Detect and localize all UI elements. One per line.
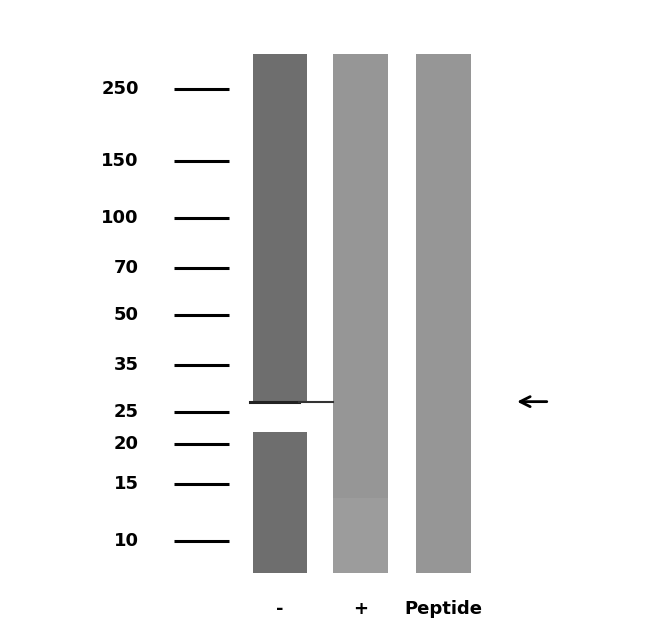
Bar: [333, 54, 387, 573]
Text: 70: 70: [114, 259, 139, 277]
Bar: [417, 54, 471, 573]
Text: 100: 100: [101, 209, 139, 227]
Text: +: +: [353, 600, 368, 618]
Text: 50: 50: [114, 306, 139, 324]
Text: 25: 25: [114, 403, 139, 422]
Text: -: -: [276, 600, 284, 618]
Text: 15: 15: [114, 475, 139, 493]
Bar: [333, 498, 387, 573]
Bar: [253, 402, 307, 432]
Bar: [253, 54, 307, 573]
Text: 10: 10: [114, 532, 139, 550]
Text: 20: 20: [114, 435, 139, 453]
Text: Peptide: Peptide: [405, 600, 483, 618]
Text: 150: 150: [101, 152, 139, 170]
Text: 35: 35: [114, 356, 139, 374]
Text: 250: 250: [101, 80, 139, 98]
